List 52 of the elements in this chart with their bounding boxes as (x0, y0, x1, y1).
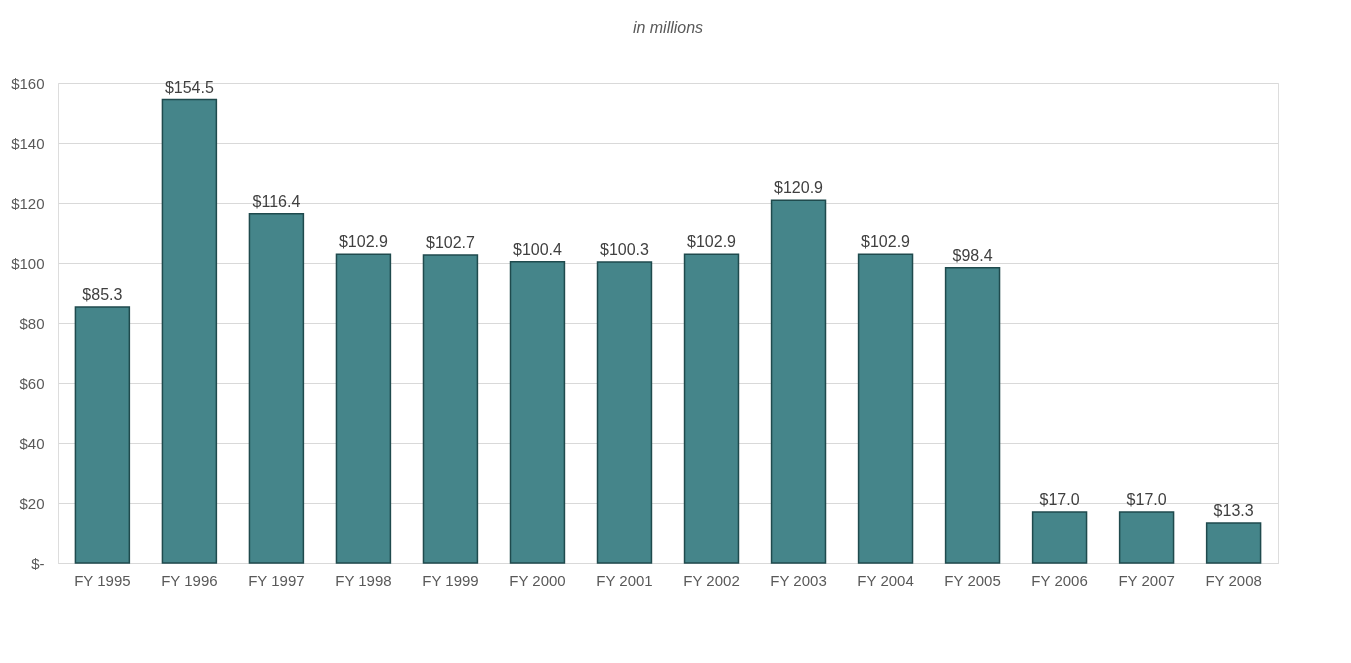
bar (509, 261, 566, 564)
x-tick-label: FY 2008 (1205, 571, 1262, 589)
bar (74, 306, 131, 564)
x-tick-label: FY 1999 (422, 571, 479, 589)
bar (422, 254, 479, 564)
x-tick-label: FY 1997 (248, 571, 305, 589)
bar (1118, 511, 1175, 564)
x-tick-label: FY 2006 (1031, 571, 1088, 589)
data-label: $102.9 (861, 233, 911, 251)
x-tick-label: FY 2001 (596, 571, 653, 589)
bar (161, 98, 218, 564)
x-tick-label: FY 1995 (74, 571, 131, 589)
y-tick-label: $- (31, 554, 45, 572)
y-tick-label: $140 (11, 134, 45, 152)
y-tick-label: $120 (11, 194, 45, 212)
data-label: $100.3 (600, 241, 650, 259)
data-label: $116.4 (252, 192, 301, 210)
data-label: $85.3 (82, 286, 123, 304)
bar (683, 253, 740, 564)
data-label: $154.5 (164, 78, 214, 96)
bar (1031, 511, 1088, 564)
x-tick-label: FY 1998 (335, 571, 392, 589)
x-tick-label: FY 2000 (509, 571, 566, 589)
data-label: $102.9 (687, 233, 737, 251)
bar (944, 267, 1001, 564)
x-tick-label: FY 2005 (944, 571, 1001, 589)
x-tick-label: FY 2003 (770, 571, 827, 589)
bar (248, 213, 305, 564)
data-label: $13.3 (1213, 502, 1254, 520)
data-label: $102.7 (425, 233, 476, 251)
bar (1205, 522, 1262, 564)
data-label: $120.9 (774, 179, 824, 197)
y-tick-label: $100 (11, 254, 45, 272)
data-label: $98.4 (952, 246, 993, 264)
x-tick-label: FY 2007 (1118, 571, 1175, 589)
y-tick-label: $20 (19, 494, 45, 512)
data-label: $17.0 (1039, 491, 1080, 508)
x-tick-label: FY 2002 (683, 571, 740, 589)
y-tick-label: $160 (11, 74, 45, 92)
chart-title: in millions (632, 19, 704, 36)
bar (335, 253, 392, 564)
x-tick-label: FY 1996 (161, 571, 218, 589)
y-tick-label: $80 (19, 314, 45, 332)
bar (857, 253, 914, 564)
y-tick-label: $60 (19, 374, 45, 392)
y-tick-label: $40 (19, 434, 45, 452)
data-label: $102.9 (338, 233, 389, 251)
x-tick-label: FY 2004 (857, 571, 914, 589)
bar (770, 199, 827, 564)
data-label: $17.0 (1126, 491, 1167, 508)
data-label: $100.4 (513, 240, 563, 258)
bar (596, 261, 653, 564)
